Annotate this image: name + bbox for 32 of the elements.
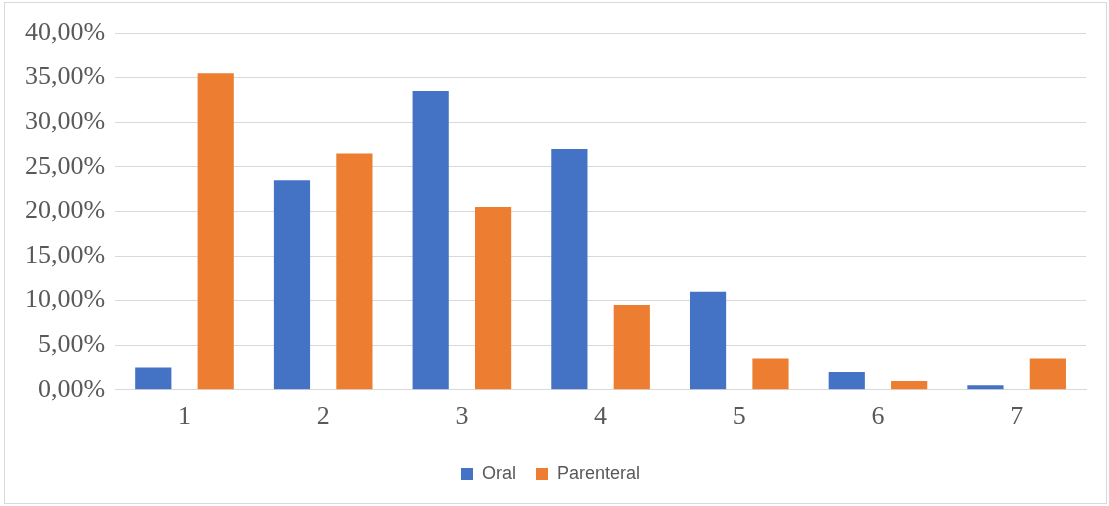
bar bbox=[551, 148, 588, 390]
bar bbox=[891, 380, 928, 390]
bar bbox=[752, 358, 789, 390]
legend-label: Oral bbox=[481, 462, 516, 483]
y-tick-label: 5,00% bbox=[37, 329, 106, 359]
bar bbox=[336, 153, 373, 390]
bar bbox=[135, 367, 172, 390]
x-tick-label: 6 bbox=[871, 401, 885, 431]
bar bbox=[828, 371, 865, 390]
y-tick-label: 30,00% bbox=[24, 106, 106, 136]
bar bbox=[474, 206, 512, 390]
bar bbox=[613, 305, 650, 390]
bar bbox=[412, 90, 449, 390]
x-tick-label: 4 bbox=[594, 401, 608, 431]
x-tick-label: 3 bbox=[455, 401, 469, 431]
y-tick-label: 35,00% bbox=[24, 61, 106, 91]
bar bbox=[197, 73, 234, 390]
bar bbox=[689, 291, 727, 390]
bar bbox=[273, 180, 311, 390]
y-tick-label: 20,00% bbox=[24, 195, 106, 225]
x-tick-label: 2 bbox=[316, 401, 330, 431]
x-tick-label: 5 bbox=[732, 401, 746, 431]
bar bbox=[1029, 358, 1066, 390]
y-tick-label: 25,00% bbox=[24, 150, 106, 180]
y-tick-label: 10,00% bbox=[24, 284, 106, 314]
y-tick-label: 0,00% bbox=[37, 373, 106, 403]
bar bbox=[967, 385, 1004, 390]
y-tick-label: 15,00% bbox=[24, 239, 106, 269]
legend-label: Parenteral bbox=[556, 462, 641, 483]
x-tick-label: 7 bbox=[1010, 401, 1024, 431]
y-tick-label: 40,00% bbox=[24, 16, 106, 46]
x-tick-label: 1 bbox=[178, 401, 191, 431]
